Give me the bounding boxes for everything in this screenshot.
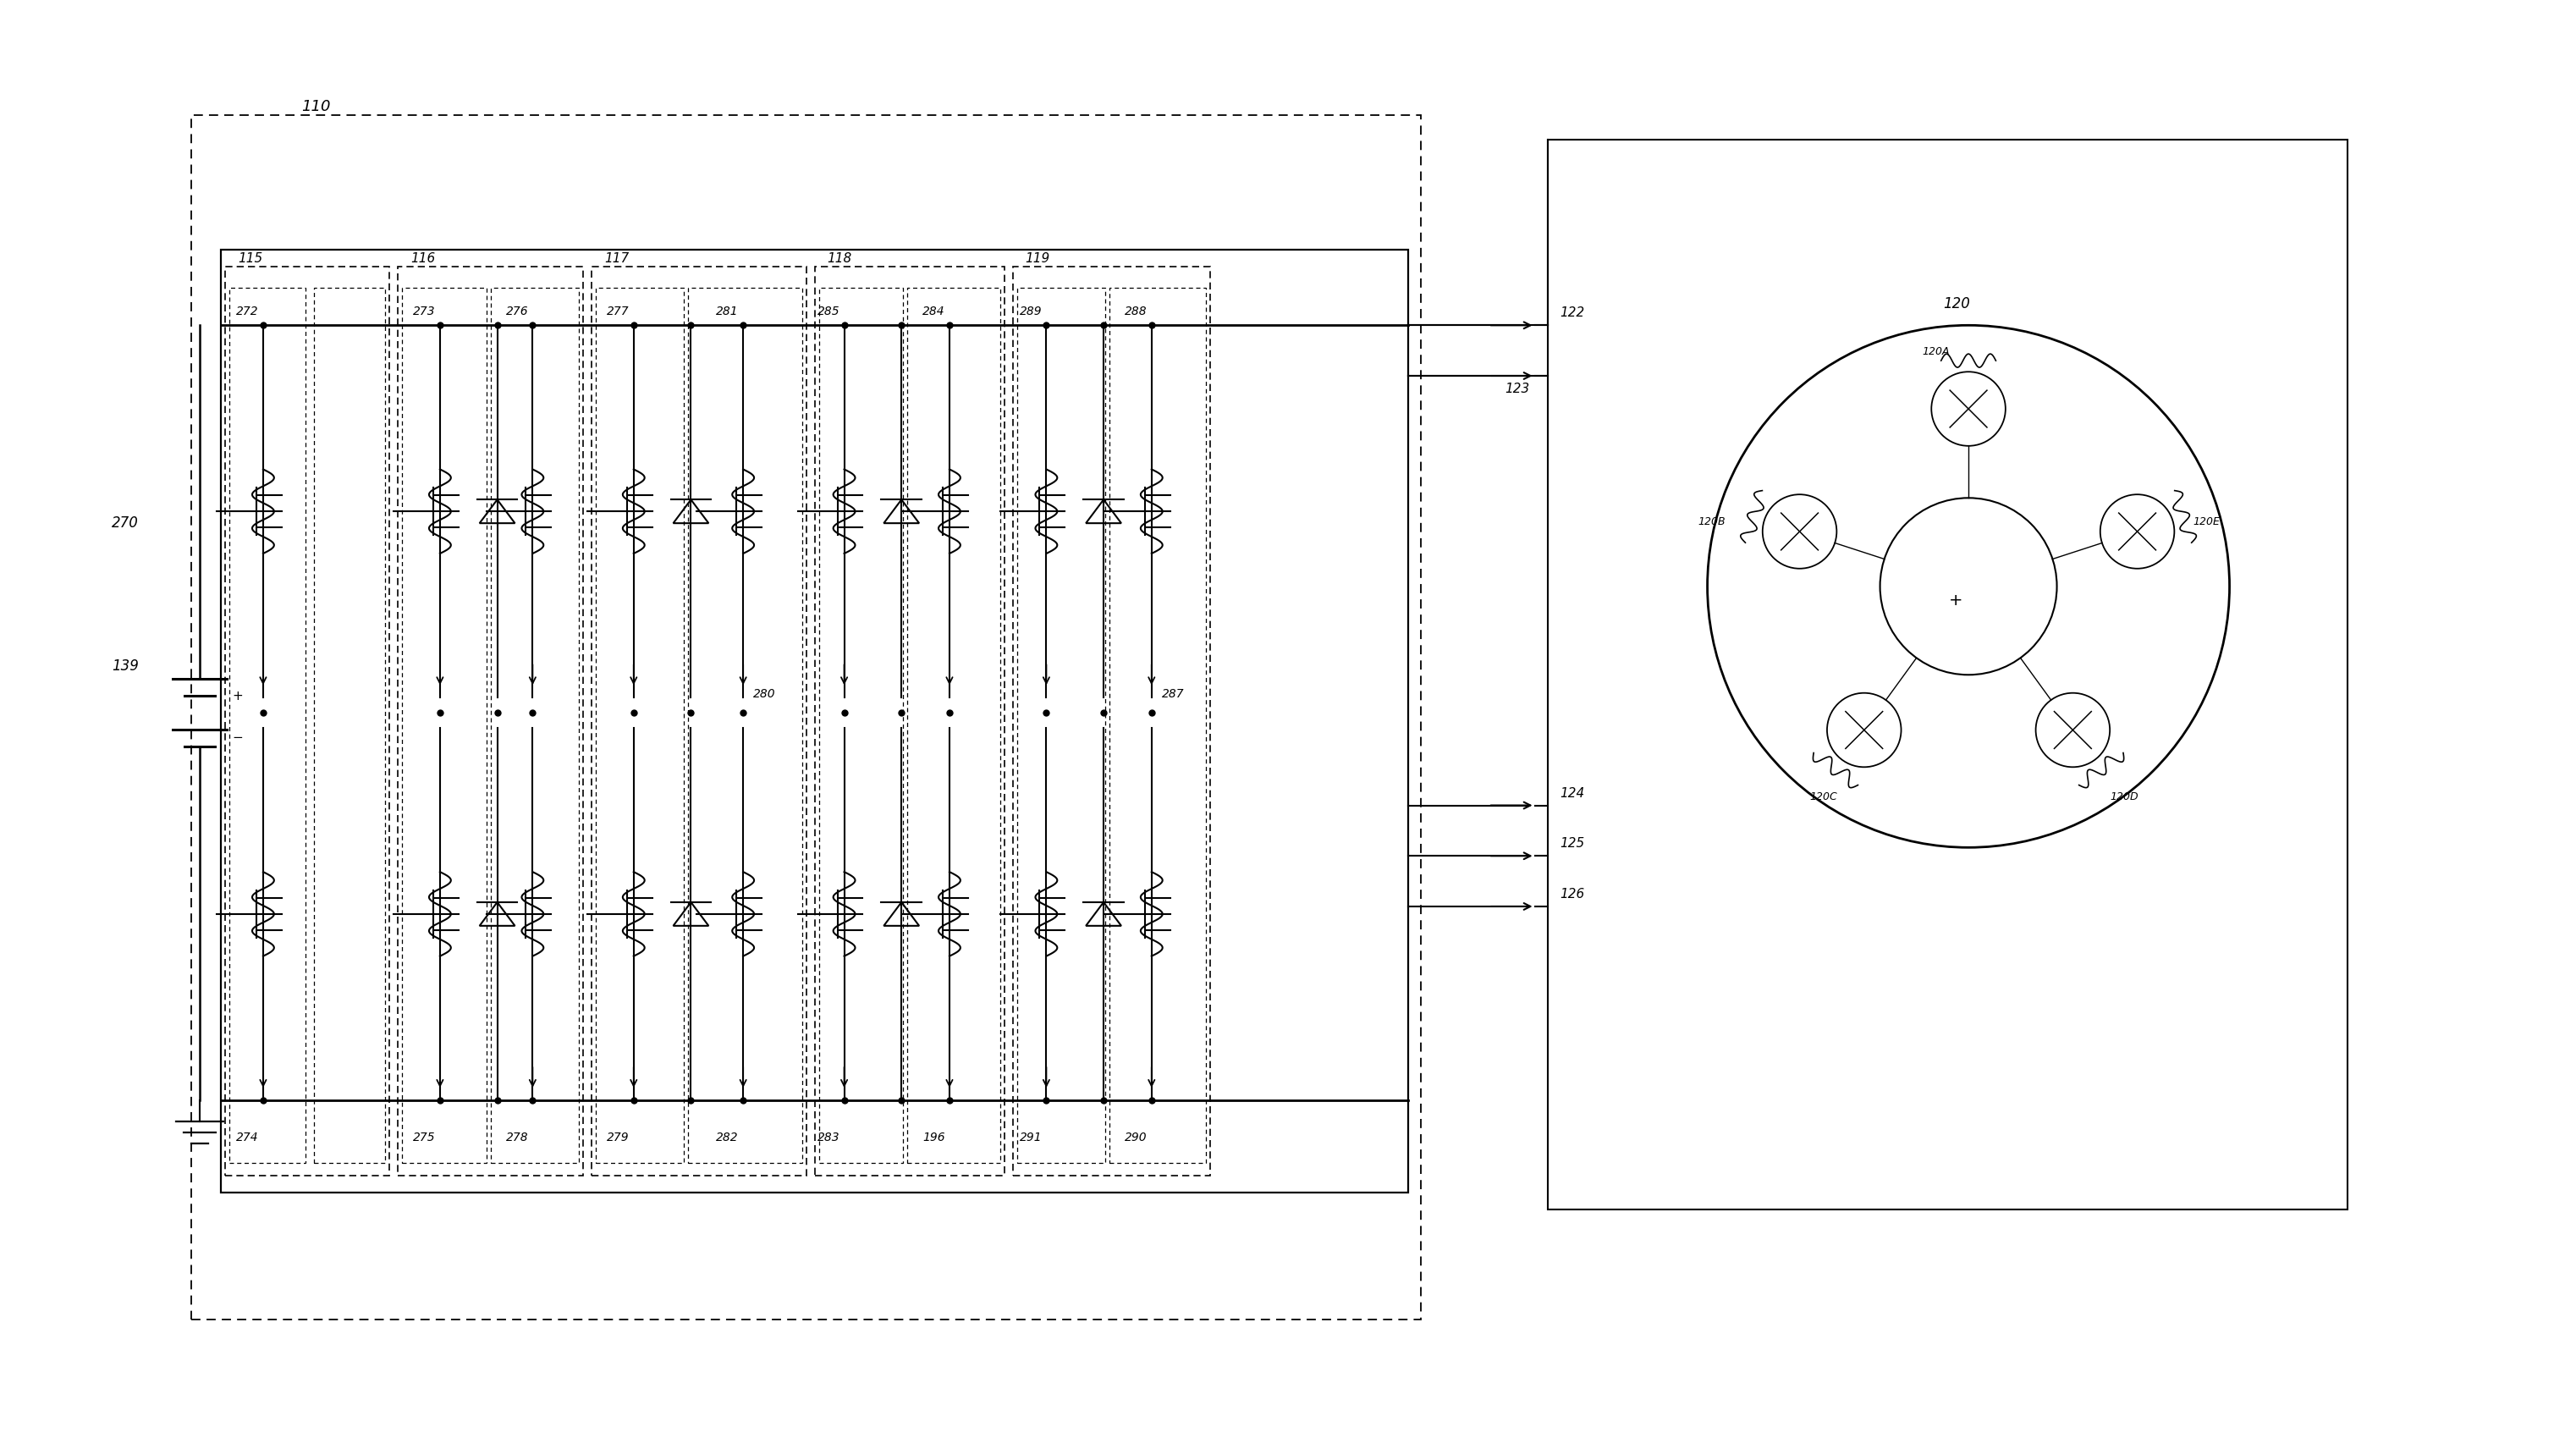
- Text: 120B: 120B: [1698, 516, 1726, 527]
- Text: 288: 288: [1126, 306, 1146, 317]
- Text: 284: 284: [922, 306, 945, 317]
- Text: 120A: 120A: [1922, 346, 1950, 358]
- Text: 270: 270: [111, 516, 139, 530]
- Text: 275: 275: [412, 1132, 435, 1143]
- Text: 283: 283: [817, 1132, 840, 1143]
- Text: −: −: [232, 732, 242, 745]
- Text: 126: 126: [1561, 888, 1584, 900]
- Text: 122: 122: [1561, 307, 1584, 319]
- Text: 120: 120: [1942, 297, 1971, 312]
- Text: 289: 289: [1020, 306, 1041, 317]
- Text: +: +: [1950, 593, 1963, 609]
- Text: 287: 287: [1162, 688, 1185, 700]
- Text: 290: 290: [1126, 1132, 1146, 1143]
- Text: 291: 291: [1020, 1132, 1041, 1143]
- Text: 273: 273: [412, 306, 435, 317]
- Text: 123: 123: [1504, 383, 1530, 396]
- Text: 272: 272: [237, 306, 258, 317]
- Text: 110: 110: [301, 99, 330, 114]
- Text: +: +: [232, 690, 242, 703]
- Text: 277: 277: [608, 306, 629, 317]
- Text: 116: 116: [410, 252, 435, 265]
- Text: 117: 117: [605, 252, 629, 265]
- Text: 274: 274: [237, 1132, 258, 1143]
- Text: 279: 279: [608, 1132, 629, 1143]
- Text: 118: 118: [827, 252, 853, 265]
- Text: 120D: 120D: [2110, 791, 2138, 803]
- Text: 124: 124: [1561, 787, 1584, 800]
- Text: 281: 281: [716, 306, 739, 317]
- Text: 285: 285: [817, 306, 840, 317]
- Text: 276: 276: [505, 306, 528, 317]
- Text: 282: 282: [716, 1132, 739, 1143]
- Text: 196: 196: [922, 1132, 945, 1143]
- Text: 278: 278: [505, 1132, 528, 1143]
- Text: 120C: 120C: [1811, 791, 1837, 803]
- Text: 139: 139: [111, 659, 139, 674]
- Text: 280: 280: [752, 688, 775, 700]
- Text: 119: 119: [1025, 252, 1051, 265]
- Text: 125: 125: [1561, 838, 1584, 851]
- Text: 120E: 120E: [2192, 516, 2221, 527]
- Text: 115: 115: [237, 252, 263, 265]
